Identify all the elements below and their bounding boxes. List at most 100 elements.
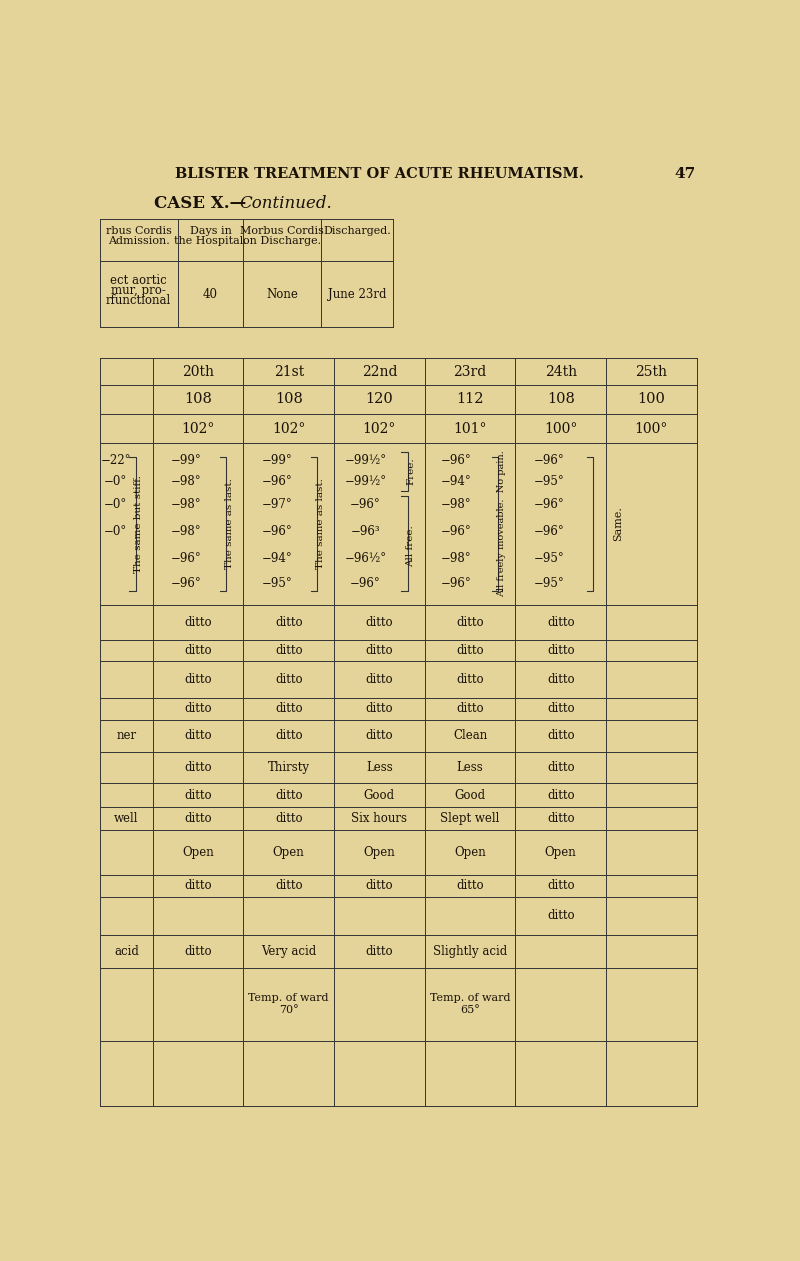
Text: −99°: −99°: [262, 454, 293, 467]
Text: −95°: −95°: [534, 576, 565, 590]
Text: ect aortic: ect aortic: [110, 274, 167, 286]
Text: −96°: −96°: [534, 498, 565, 511]
Text: −95°: −95°: [534, 552, 565, 565]
Text: Less: Less: [457, 760, 483, 774]
Text: ditto: ditto: [184, 673, 212, 686]
Text: ditto: ditto: [366, 617, 394, 629]
Text: −22°: −22°: [100, 454, 130, 467]
Text: −96°: −96°: [441, 576, 471, 590]
Text: −96°: −96°: [171, 552, 202, 565]
Text: Slept well: Slept well: [440, 812, 500, 826]
Text: Six hours: Six hours: [351, 812, 407, 826]
Text: −0°: −0°: [104, 498, 127, 511]
Text: ditto: ditto: [275, 788, 302, 802]
Text: Discharged.: Discharged.: [323, 226, 390, 236]
Text: 21st: 21st: [274, 364, 304, 378]
Text: the Hospital.: the Hospital.: [174, 236, 247, 246]
Text: 70°: 70°: [279, 1005, 298, 1015]
Text: −99½°: −99½°: [344, 454, 386, 467]
Text: −99½°: −99½°: [344, 475, 386, 488]
Text: CASE X.—: CASE X.—: [154, 195, 246, 212]
Text: −96°: −96°: [350, 498, 381, 511]
Text: 40: 40: [203, 288, 218, 300]
Text: ditto: ditto: [456, 879, 484, 893]
Text: −98°: −98°: [171, 475, 202, 488]
Text: ditto: ditto: [184, 644, 212, 657]
Text: Very acid: Very acid: [261, 944, 316, 958]
Text: ditto: ditto: [456, 617, 484, 629]
Text: Free.: Free.: [406, 458, 415, 485]
Text: −0°: −0°: [104, 525, 127, 538]
Text: ditto: ditto: [456, 702, 484, 715]
Text: −96½°: −96½°: [344, 552, 386, 565]
Text: ditto: ditto: [275, 729, 302, 743]
Text: rbus Cordis: rbus Cordis: [106, 226, 172, 236]
Text: 102°: 102°: [362, 421, 396, 435]
Text: ditto: ditto: [184, 760, 212, 774]
Text: 108: 108: [184, 392, 212, 406]
Text: Open: Open: [363, 846, 395, 859]
Text: 47: 47: [674, 168, 696, 182]
Text: Temp. of ward: Temp. of ward: [249, 992, 329, 1002]
Text: Good: Good: [454, 788, 486, 802]
Text: All free.: All free.: [406, 525, 415, 567]
Text: Continued.: Continued.: [239, 195, 332, 212]
Text: 108: 108: [547, 392, 574, 406]
Text: rfunctional: rfunctional: [106, 294, 171, 306]
Text: −96°: −96°: [441, 454, 471, 467]
Text: acid: acid: [114, 944, 138, 958]
Text: Clean: Clean: [453, 729, 487, 743]
Text: ditto: ditto: [456, 644, 484, 657]
Text: mur, pro-: mur, pro-: [111, 284, 166, 296]
Text: Same.: Same.: [613, 507, 622, 541]
Text: ditto: ditto: [366, 729, 394, 743]
Text: 100°: 100°: [634, 421, 668, 435]
Text: −96³: −96³: [350, 525, 380, 538]
Text: 20th: 20th: [182, 364, 214, 378]
Text: ditto: ditto: [547, 617, 574, 629]
Text: −96°: −96°: [171, 576, 202, 590]
Text: Temp. of ward: Temp. of ward: [430, 992, 510, 1002]
Text: 22nd: 22nd: [362, 364, 397, 378]
Text: The same as last.: The same as last.: [225, 479, 234, 570]
Text: on Discharge.: on Discharge.: [243, 236, 321, 246]
Text: ditto: ditto: [366, 644, 394, 657]
Text: All freely moveable.  No pain.: All freely moveable. No pain.: [497, 450, 506, 598]
Text: BLISTER TREATMENT OF ACUTE RHEUMATISM.: BLISTER TREATMENT OF ACUTE RHEUMATISM.: [174, 168, 583, 182]
Text: −96°: −96°: [534, 525, 565, 538]
Text: ditto: ditto: [366, 702, 394, 715]
Text: The same as last.: The same as last.: [315, 479, 325, 570]
Text: ditto: ditto: [547, 702, 574, 715]
Text: ditto: ditto: [184, 729, 212, 743]
Text: ditto: ditto: [366, 673, 394, 686]
Text: well: well: [114, 812, 138, 826]
Text: Open: Open: [182, 846, 214, 859]
Text: 112: 112: [456, 392, 484, 406]
Text: −94°: −94°: [441, 475, 471, 488]
Text: −98°: −98°: [441, 498, 471, 511]
Text: ditto: ditto: [547, 729, 574, 743]
Text: −94°: −94°: [262, 552, 293, 565]
Text: 102°: 102°: [182, 421, 214, 435]
Text: 101°: 101°: [454, 421, 487, 435]
Text: −96°: −96°: [262, 525, 293, 538]
Text: Admission.: Admission.: [108, 236, 170, 246]
Text: 24th: 24th: [545, 364, 577, 378]
Text: ditto: ditto: [547, 812, 574, 826]
Text: ditto: ditto: [275, 702, 302, 715]
Text: 120: 120: [366, 392, 394, 406]
Text: ditto: ditto: [184, 944, 212, 958]
Text: ditto: ditto: [184, 702, 212, 715]
Text: Good: Good: [364, 788, 395, 802]
Text: 100°: 100°: [544, 421, 578, 435]
Text: Morbus Cordis: Morbus Cordis: [240, 226, 324, 236]
Text: ditto: ditto: [366, 944, 394, 958]
Text: 108: 108: [274, 392, 302, 406]
Text: −98°: −98°: [441, 552, 471, 565]
Text: ditto: ditto: [275, 812, 302, 826]
Text: ditto: ditto: [456, 673, 484, 686]
Text: ditto: ditto: [184, 788, 212, 802]
Text: 23rd: 23rd: [454, 364, 486, 378]
Text: ditto: ditto: [275, 879, 302, 893]
Text: −95°: −95°: [262, 576, 293, 590]
